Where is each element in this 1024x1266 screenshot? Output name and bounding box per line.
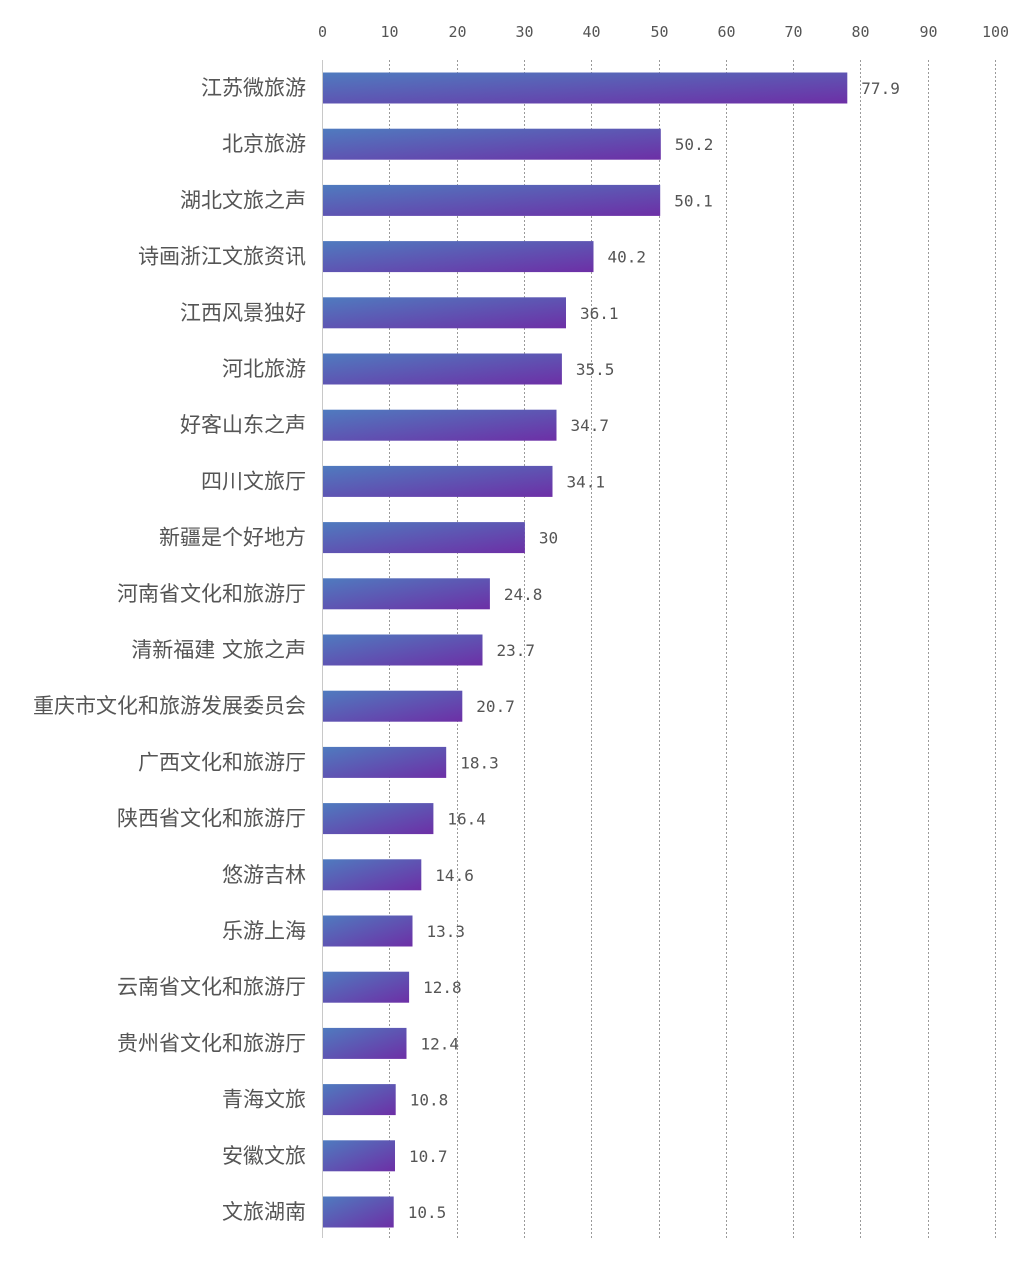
bar xyxy=(323,522,525,554)
category-label: 四川文旅厅 xyxy=(201,469,306,493)
value-label: 77.9 xyxy=(861,79,900,98)
value-label: 34.1 xyxy=(567,472,606,491)
bar xyxy=(323,971,410,1003)
bar xyxy=(323,465,553,497)
category-label: 安徽文旅 xyxy=(222,1144,306,1168)
bar xyxy=(323,578,490,610)
x-tick-label: 0 xyxy=(318,23,327,41)
bars xyxy=(323,72,848,1228)
value-label: 30 xyxy=(539,529,558,548)
value-label: 36.1 xyxy=(580,304,619,323)
value-label: 23.7 xyxy=(497,641,536,660)
value-label: 35.5 xyxy=(576,360,615,379)
bar xyxy=(323,1196,394,1228)
category-label: 乐游上海 xyxy=(222,919,306,943)
bar xyxy=(323,859,422,891)
category-label: 江苏微旅游 xyxy=(201,76,306,100)
category-label: 贵州省文化和旅游厅 xyxy=(117,1031,306,1055)
category-label: 悠游吉林 xyxy=(222,863,306,887)
category-label: 新疆是个好地方 xyxy=(159,526,306,550)
bar xyxy=(323,634,483,666)
value-label: 14.6 xyxy=(435,866,474,885)
value-label: 12.4 xyxy=(421,1034,460,1053)
x-tick-label: 20 xyxy=(448,23,466,41)
value-label: 50.1 xyxy=(674,191,713,210)
x-tick-label: 30 xyxy=(515,23,533,41)
bar xyxy=(323,409,557,441)
bar xyxy=(323,297,566,329)
category-label: 河北旅游 xyxy=(222,357,306,381)
category-label: 云南省文化和旅游厅 xyxy=(117,975,306,999)
value-label: 50.2 xyxy=(675,135,714,154)
category-label: 陕西省文化和旅游厅 xyxy=(117,807,306,831)
bar xyxy=(323,746,447,778)
value-label: 24.8 xyxy=(504,585,543,604)
category-label: 湖北文旅之声 xyxy=(180,188,306,212)
value-labels: 77.9 50.2 50.1 40.2 36.1 35.5 34.7 34.1 30 24.8 23… xyxy=(408,79,900,1222)
x-tick-label: 10 xyxy=(380,23,398,41)
bar xyxy=(323,690,463,722)
bar xyxy=(323,353,562,385)
x-tick-label: 60 xyxy=(717,23,735,41)
bar xyxy=(323,1027,407,1059)
bar xyxy=(323,72,848,104)
value-label: 10.8 xyxy=(410,1091,449,1110)
category-label: 诗画浙江文旅资讯 xyxy=(138,245,306,269)
value-label: 40.2 xyxy=(608,248,647,267)
value-label: 10.7 xyxy=(409,1147,448,1166)
category-label: 青海文旅 xyxy=(222,1088,306,1112)
category-label: 好客山东之声 xyxy=(180,413,306,437)
value-label: 10.5 xyxy=(408,1203,447,1222)
bar xyxy=(323,803,434,835)
bar xyxy=(323,128,661,160)
value-label: 16.4 xyxy=(447,810,486,829)
category-labels: 江苏微旅游北京旅游湖北文旅之声诗画浙江文旅资讯江西风景独好河北旅游好客山东之声四… xyxy=(33,76,306,1224)
category-label: 文旅湖南 xyxy=(222,1200,306,1224)
category-label: 江西风景独好 xyxy=(180,301,306,325)
x-axis-ticks: 0 10 20 30 40 50 60 70 80 90 100 xyxy=(318,23,1009,41)
x-tick-label: 40 xyxy=(582,23,600,41)
category-label: 重庆市文化和旅游发展委员会 xyxy=(33,694,306,718)
bar xyxy=(323,241,594,273)
bar xyxy=(323,915,413,947)
value-label: 13.3 xyxy=(427,922,466,941)
value-label: 12.8 xyxy=(423,978,462,997)
bar xyxy=(323,1084,396,1116)
value-label: 20.7 xyxy=(476,697,515,716)
x-tick-label: 100 xyxy=(982,23,1009,41)
value-label: 34.7 xyxy=(571,416,610,435)
x-tick-label: 50 xyxy=(650,23,668,41)
bar xyxy=(323,1140,395,1172)
bar xyxy=(323,184,661,216)
x-tick-label: 70 xyxy=(784,23,802,41)
category-label: 广西文化和旅游厅 xyxy=(138,750,306,774)
category-label: 清新福建 文旅之声 xyxy=(131,638,306,662)
x-tick-label: 80 xyxy=(851,23,869,41)
x-tick-label: 90 xyxy=(919,23,937,41)
value-label: 18.3 xyxy=(460,753,499,772)
category-label: 北京旅游 xyxy=(222,132,306,156)
category-label: 河南省文化和旅游厅 xyxy=(117,582,306,606)
